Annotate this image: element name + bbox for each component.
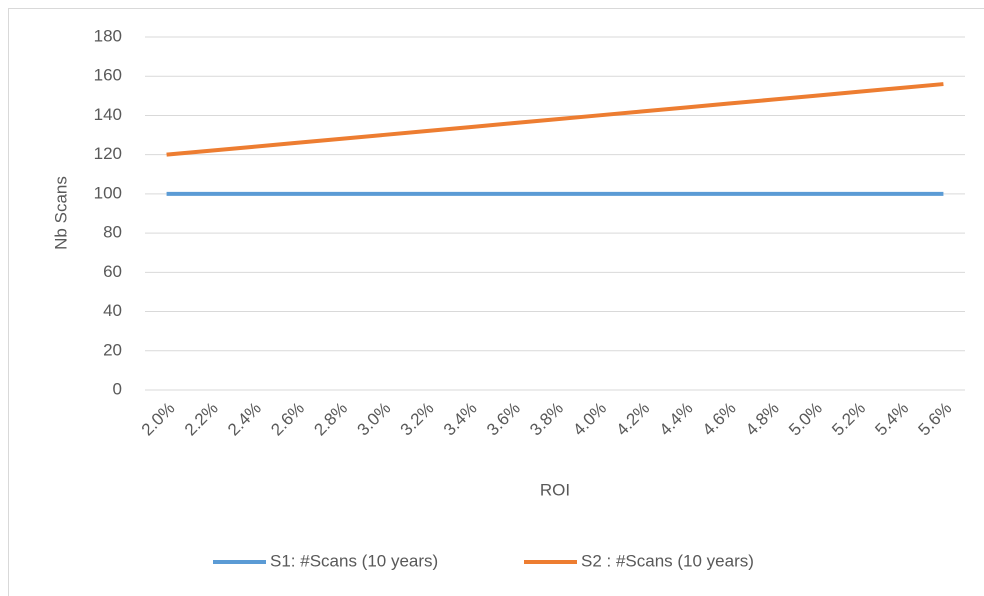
x-tick-label: 4.6% [699, 399, 740, 440]
x-tick-label: 3.6% [483, 399, 524, 440]
y-tick-label: 160 [94, 66, 122, 85]
legend-label: S1: #Scans (10 years) [270, 551, 438, 570]
x-tick-label: 2.6% [267, 399, 308, 440]
x-tick-label: 2.8% [310, 399, 351, 440]
x-tick-label: 3.0% [354, 399, 395, 440]
chart-border [8, 8, 984, 596]
y-tick-label: 180 [94, 26, 122, 45]
x-tick-label: 4.2% [612, 399, 653, 440]
x-tick-label: 5.6% [915, 399, 956, 440]
y-tick-label: 40 [103, 301, 122, 320]
x-tick-label: 4.0% [569, 399, 610, 440]
x-tick-label: 5.0% [785, 399, 826, 440]
x-tick-label: 2.4% [224, 399, 265, 440]
x-tick-label: 5.2% [828, 399, 869, 440]
y-tick-label: 140 [94, 105, 122, 124]
x-tick-label: 3.4% [440, 399, 481, 440]
x-axis-label: ROI [540, 480, 570, 499]
x-tick-label: 4.8% [742, 399, 783, 440]
x-tick-label: 4.4% [656, 399, 697, 440]
y-tick-label: 120 [94, 144, 122, 163]
x-tick-label: 5.4% [871, 399, 912, 440]
y-axis-label: Nb Scans [51, 176, 70, 250]
x-tick-label: 3.2% [397, 399, 438, 440]
y-tick-label: 20 [103, 340, 122, 359]
y-tick-label: 80 [103, 223, 122, 242]
x-tick-label: 2.2% [181, 399, 222, 440]
legend-label: S2 : #Scans (10 years) [581, 551, 754, 570]
series-line [166, 82, 944, 157]
x-tick-label: 2.0% [138, 399, 179, 440]
y-tick-label: 100 [94, 183, 122, 202]
y-tick-label: 60 [103, 262, 122, 281]
y-tick-label: 0 [113, 379, 122, 398]
x-tick-label: 3.8% [526, 399, 567, 440]
